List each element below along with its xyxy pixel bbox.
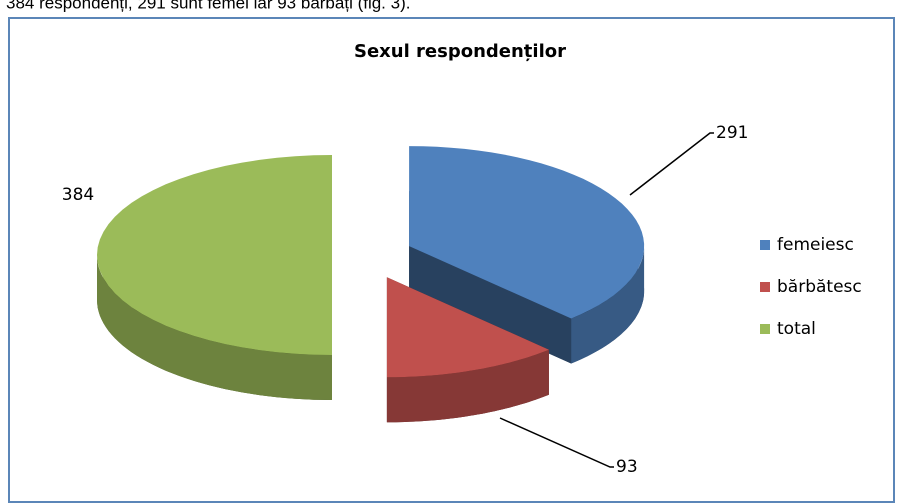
leader-line: [629, 132, 714, 196]
chart-title: Sexul respondenților: [354, 41, 566, 62]
slice-face: [409, 246, 572, 364]
slice-rim: [97, 255, 332, 400]
data-label: 93: [616, 457, 638, 477]
legend-swatch: [760, 282, 770, 292]
legend-label: total: [777, 319, 816, 339]
legend-swatch: [760, 240, 770, 250]
slice: [97, 155, 332, 355]
slice-rim: [386, 349, 549, 423]
leader-line: [499, 417, 614, 468]
data-label: 291: [716, 123, 748, 143]
slice-rim: [571, 246, 645, 364]
legend-label: femeiesc: [777, 235, 854, 255]
intro-text: 384 respondenți, 291 sunt femei iar 93 b…: [6, 0, 410, 12]
legend-label: bărbătesc: [777, 277, 862, 297]
slice: [386, 277, 549, 378]
slice: [409, 146, 645, 319]
legend-swatch: [760, 324, 770, 334]
data-label: 384: [62, 185, 94, 205]
